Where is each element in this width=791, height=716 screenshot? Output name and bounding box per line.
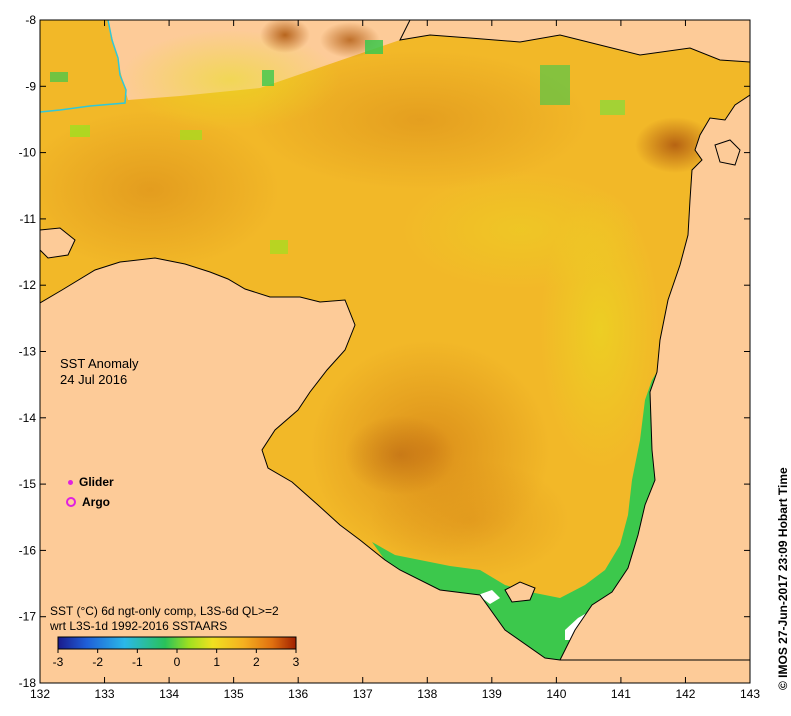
cool-patch-n6 (600, 100, 625, 115)
cool-patch-n1 (365, 40, 383, 54)
description-line2: wrt L3S-1d 1992-2016 SSTAARS (50, 619, 228, 633)
x-tick-label: 136 (288, 687, 308, 701)
colorbar-tick-label: 0 (174, 655, 181, 669)
legend-glider: Glider (68, 475, 114, 489)
x-tick-label: 135 (224, 687, 244, 701)
legend-argo-label: Argo (82, 495, 110, 509)
y-tick-label: -14 (19, 411, 37, 425)
y-tick-label: -17 (19, 610, 37, 624)
x-tick-label: 137 (353, 687, 373, 701)
y-tick-label: -16 (19, 543, 37, 557)
hot-anomaly-ne (635, 117, 715, 173)
land-north-coast (399, 20, 750, 63)
boundary-line (40, 20, 127, 113)
no-data-southwest (478, 590, 500, 604)
map-title: SST Anomaly 24 Jul 2016 (60, 356, 139, 388)
warm-anomaly-west (40, 110, 280, 270)
land-arnhem (40, 257, 750, 683)
colorbar-tick-label: -2 (92, 655, 103, 669)
cool-patch-w2 (180, 130, 202, 140)
land-island-west (40, 227, 76, 259)
x-tick-label: 142 (675, 687, 695, 701)
x-axis: 132 133 134 135 136 137 138 139 140 141 142 143 (30, 20, 760, 701)
x-tick-label: 140 (546, 687, 566, 701)
y-tick-label: -15 (19, 477, 37, 491)
map-description: SST (°C) 6d ngt-only comp, L3S-6d QL>=2 … (50, 604, 279, 634)
description-line1: SST (°C) 6d ngt-only comp, L3S-6d QL>=2 (50, 604, 279, 618)
y-tick-label: -12 (19, 278, 37, 292)
cool-anomaly-south-coast (372, 372, 657, 660)
glider-marker-icon (68, 479, 73, 485)
x-tick-label: 133 (95, 687, 115, 701)
x-tick-label: 139 (482, 687, 502, 701)
y-tick-label: -13 (19, 345, 37, 359)
colorbar-gradient (57, 636, 297, 650)
colorbar-tick-label: -3 (53, 655, 64, 669)
cool-patch-n2 (540, 65, 570, 105)
cool-patch-n3 (262, 70, 274, 86)
map-title-date: 24 Jul 2016 (60, 372, 128, 387)
y-tick-label: -18 (19, 676, 37, 690)
map-title-line1: SST Anomaly (60, 356, 139, 371)
x-tick-label: 141 (611, 687, 631, 701)
x-tick-label: 132 (30, 687, 50, 701)
colorbar-tick-label: -1 (132, 655, 143, 669)
cool-patch-n4 (50, 72, 68, 82)
yellow-anomaly-nw (120, 30, 340, 130)
hot-anomaly-central (345, 415, 455, 495)
x-tick-label: 134 (159, 687, 179, 701)
land-island-ne (714, 139, 741, 166)
cool-patch-w1 (70, 125, 90, 137)
hot-anomaly-north-1 (260, 20, 310, 53)
cool-patch-c1 (270, 240, 288, 254)
colorbar-tick-label: 3 (293, 655, 300, 669)
x-tick-label: 138 (417, 687, 437, 701)
legend-argo: Argo (66, 495, 110, 509)
map-plot-area (40, 20, 750, 683)
y-tick-label: -9 (25, 79, 36, 93)
land-cape-york (559, 94, 750, 661)
credit-text: © IMOS 27-Jun-2017 23:09 Hobart Time (776, 467, 790, 690)
y-tick-label: -11 (20, 212, 37, 226)
colorbar: -3 -2 -1 0 1 2 3 (53, 636, 300, 669)
colorbar-tick-label: 2 (253, 655, 260, 669)
argo-marker-icon (66, 497, 76, 507)
colorbar-ticks: -3 -2 -1 0 1 2 3 (53, 649, 300, 669)
y-tick-label: -10 (19, 146, 37, 160)
x-tick-label: 143 (740, 687, 760, 701)
land-island-south (504, 581, 536, 603)
yellow-anomaly-central-north (400, 170, 640, 290)
legend-glider-label: Glider (79, 475, 114, 489)
colorbar-tick-label: 1 (213, 655, 220, 669)
y-axis: -8-9-10-11-12-13-14-15-16-17-18 (19, 13, 750, 690)
y-tick-label: -8 (25, 13, 36, 27)
